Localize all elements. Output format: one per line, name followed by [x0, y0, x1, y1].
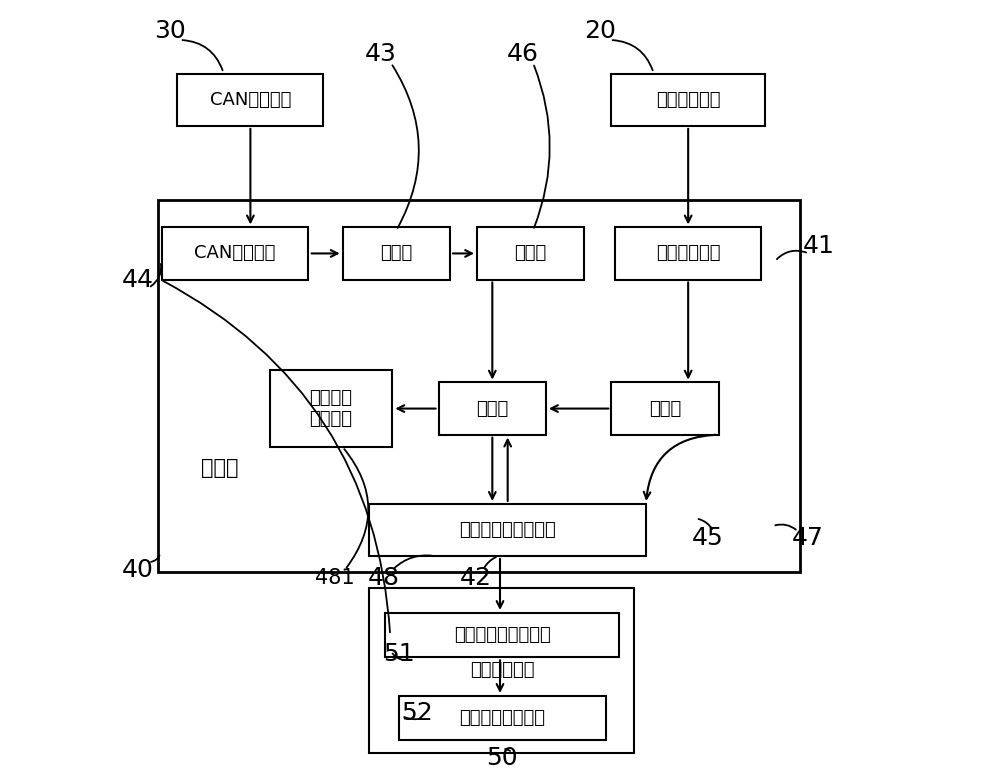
Bar: [385, 613, 619, 657]
Bar: [399, 696, 606, 740]
Text: 第一异步接收传输器: 第一异步接收传输器: [459, 521, 556, 539]
Text: 50: 50: [486, 746, 518, 768]
FancyArrowPatch shape: [775, 525, 796, 530]
Bar: [369, 504, 646, 556]
FancyArrowPatch shape: [183, 40, 223, 71]
Text: 接口转换电路: 接口转换电路: [470, 661, 535, 680]
Bar: [439, 382, 546, 435]
FancyArrowPatch shape: [395, 555, 432, 568]
Text: 43: 43: [365, 41, 397, 66]
Bar: [615, 227, 761, 280]
Bar: [270, 370, 392, 447]
Text: 单片机: 单片机: [201, 458, 238, 478]
Bar: [177, 74, 323, 126]
Text: 44: 44: [122, 268, 154, 293]
Text: 47: 47: [791, 525, 823, 550]
FancyArrowPatch shape: [777, 250, 806, 259]
FancyArrowPatch shape: [163, 281, 390, 632]
Text: 第二异步接收传输器: 第二异步接收传输器: [454, 626, 551, 644]
Text: 第一串行通讯端口: 第一串行通讯端口: [459, 709, 545, 727]
FancyArrowPatch shape: [613, 40, 653, 71]
Text: 51: 51: [383, 642, 414, 667]
Text: 30: 30: [154, 18, 186, 43]
FancyArrowPatch shape: [644, 435, 716, 498]
Text: 40: 40: [122, 558, 153, 582]
Bar: [162, 227, 308, 280]
FancyArrowPatch shape: [393, 654, 404, 660]
Bar: [158, 200, 800, 572]
Text: 电压转换端口: 电压转换端口: [656, 244, 720, 263]
Text: 定时器: 定时器: [649, 399, 681, 418]
Text: 48: 48: [367, 565, 399, 590]
Text: 控制器: 控制器: [476, 399, 508, 418]
Text: 41: 41: [803, 233, 835, 258]
Bar: [343, 227, 450, 280]
Text: 报警模块
蜂鸣单元: 报警模块 蜂鸣单元: [310, 389, 353, 428]
Bar: [611, 382, 719, 435]
Text: 电压转换模块: 电压转换模块: [656, 91, 720, 109]
FancyArrowPatch shape: [344, 449, 368, 568]
Bar: [369, 588, 634, 753]
Text: CAN功能模块: CAN功能模块: [194, 244, 276, 263]
FancyArrowPatch shape: [404, 717, 420, 720]
FancyArrowPatch shape: [392, 65, 419, 228]
FancyArrowPatch shape: [151, 555, 159, 562]
Text: 20: 20: [584, 18, 616, 43]
Text: 运算器: 运算器: [380, 244, 412, 263]
Text: 45: 45: [691, 525, 723, 550]
Text: 52: 52: [401, 700, 433, 725]
FancyArrowPatch shape: [534, 65, 550, 228]
Text: 46: 46: [507, 41, 539, 66]
Bar: [611, 74, 765, 126]
FancyArrowPatch shape: [699, 519, 712, 529]
FancyArrowPatch shape: [151, 264, 161, 286]
Text: CAN接收电路: CAN接收电路: [210, 91, 291, 109]
Text: 寄存器: 寄存器: [515, 244, 547, 263]
Bar: [477, 227, 584, 280]
FancyArrowPatch shape: [505, 749, 510, 751]
FancyArrowPatch shape: [484, 557, 496, 568]
Text: 481: 481: [315, 568, 355, 588]
Text: 42: 42: [459, 565, 491, 590]
